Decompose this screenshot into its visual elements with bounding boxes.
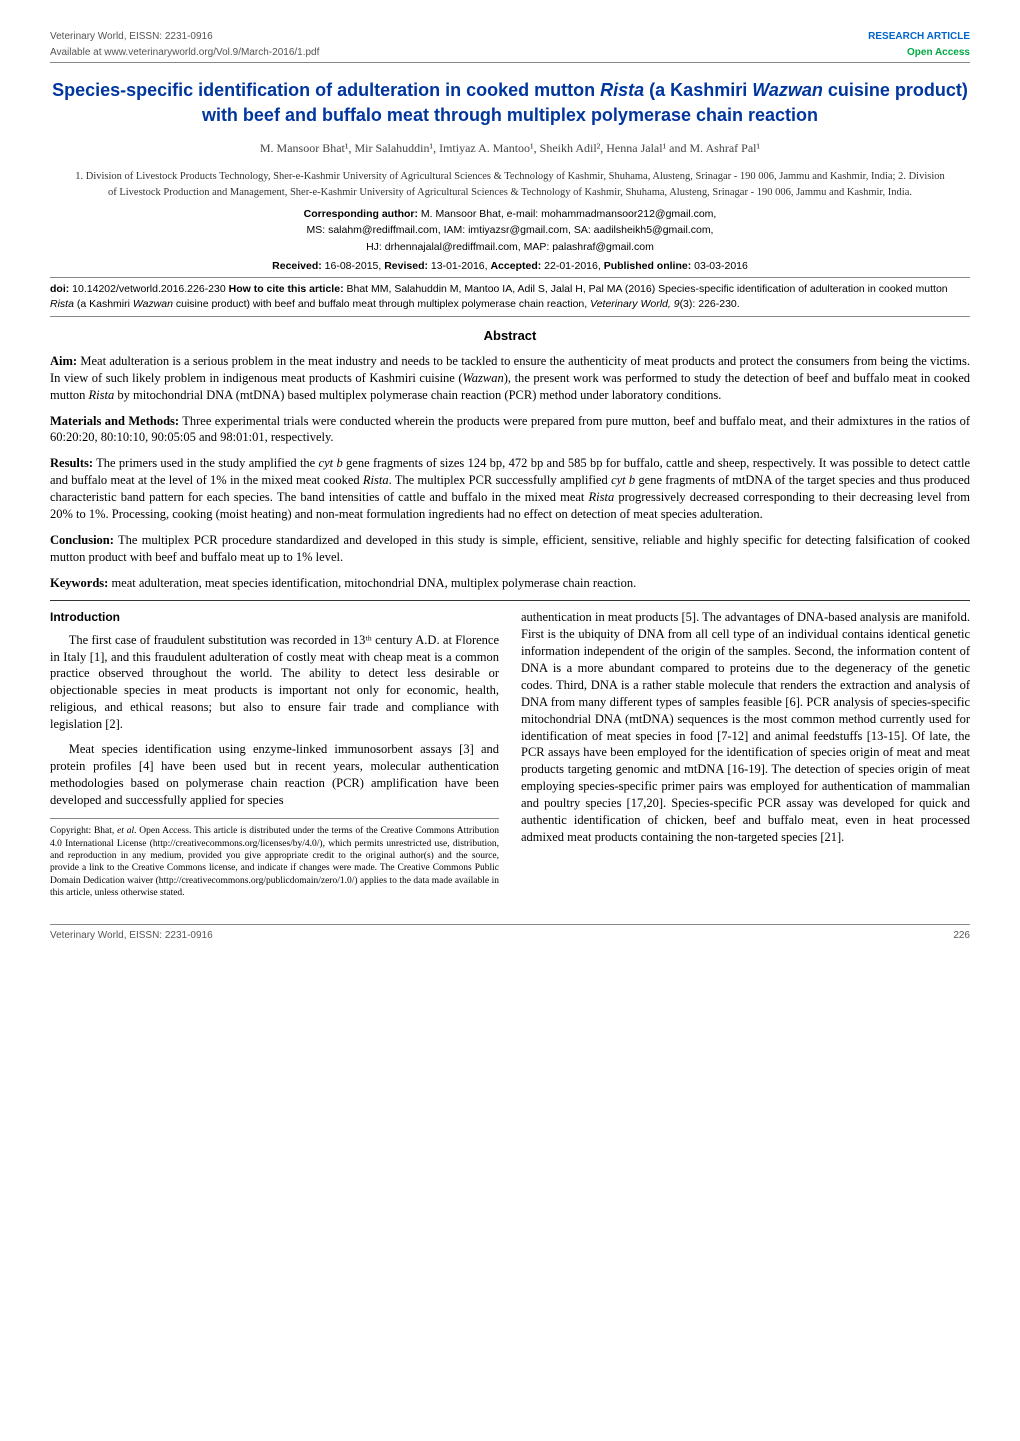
footer-journal: Veterinary World, EISSN: 2231-0916 <box>50 929 213 943</box>
corresponding-emails-2: MS: salahm@rediffmail.com, IAM: imtiyazs… <box>50 223 970 238</box>
keywords-text: meat adulteration, meat species identifi… <box>108 576 636 590</box>
abstract-aim: Aim: Meat adulteration is a serious prob… <box>50 353 970 404</box>
right-column: authentication in meat products [5]. The… <box>521 609 970 899</box>
header-rule <box>50 62 970 63</box>
conclusion-text: The multiplex PCR procedure standardized… <box>50 533 970 564</box>
revised-date: 13-01-2016, <box>428 260 490 272</box>
running-header-2: Available at www.veterinaryworld.org/Vol… <box>50 46 970 60</box>
keywords-label: Keywords: <box>50 576 108 590</box>
cite-label: How to cite this article: <box>229 283 344 295</box>
running-header: Veterinary World, EISSN: 2231-0916 RESEA… <box>50 30 970 44</box>
doi-citation-block: doi: 10.14202/vetworld.2016.226-230 How … <box>50 282 970 311</box>
author-list: M. Mansoor Bhat¹, Mir Salahuddin¹, Imtiy… <box>50 140 970 157</box>
received-label: Received: <box>272 260 322 272</box>
abstract-results: Results: The primers used in the study a… <box>50 455 970 523</box>
abstract-keywords: Keywords: meat adulteration, meat specie… <box>50 575 970 592</box>
doi-label: doi: <box>50 283 69 295</box>
copyright-notice: Copyright: Bhat, et al. Open Access. Thi… <box>50 818 499 899</box>
open-access-label: Open Access <box>907 46 970 60</box>
page-footer: Veterinary World, EISSN: 2231-0916 226 <box>50 924 970 943</box>
abstract-conclusion: Conclusion: The multiplex PCR procedure … <box>50 532 970 566</box>
affiliations: 1. Division of Livestock Products Techno… <box>70 169 950 201</box>
body-columns: Introduction The first case of fraudulen… <box>50 609 970 899</box>
revised-label: Revised: <box>384 260 428 272</box>
abstract-methods: Materials and Methods: Three experimenta… <box>50 413 970 447</box>
methods-label: Materials and Methods: <box>50 414 179 428</box>
doi-value: 10.14202/vetworld.2016.226-230 <box>69 283 228 295</box>
intro-heading: Introduction <box>50 609 499 625</box>
received-date: 16-08-2015, <box>322 260 384 272</box>
published-date: 03-03-2016 <box>691 260 748 272</box>
left-column: Introduction The first case of fraudulen… <box>50 609 499 899</box>
corresponding-label: Corresponding author: <box>304 208 418 220</box>
journal-name: Veterinary World, EISSN: 2231-0916 <box>50 30 213 44</box>
corresponding-text: M. Mansoor Bhat, e-mail: mohammadmansoor… <box>418 208 716 220</box>
abstract-body: Aim: Meat adulteration is a serious prob… <box>50 353 970 592</box>
results-label: Results: <box>50 456 93 470</box>
intro-p3: authentication in meat products [5]. The… <box>521 609 970 845</box>
abstract-heading: Abstract <box>50 327 970 345</box>
accepted-date: 22-01-2016, <box>541 260 603 272</box>
published-label: Published online: <box>604 260 692 272</box>
rule-above-doi <box>50 277 970 278</box>
corresponding-author: Corresponding author: M. Mansoor Bhat, e… <box>50 207 970 222</box>
article-title: Species-specific identification of adult… <box>50 78 970 128</box>
article-type: RESEARCH ARTICLE <box>868 30 970 44</box>
journal-url: Available at www.veterinaryworld.org/Vol… <box>50 46 319 60</box>
conclusion-label: Conclusion: <box>50 533 114 547</box>
corresponding-emails-3: HJ: drhennajalal@rediffmail.com, MAP: pa… <box>50 240 970 255</box>
methods-text: Three experimental trials were conducted… <box>50 414 970 445</box>
intro-p2: Meat species identification using enzyme… <box>50 741 499 809</box>
article-dates: Received: 16-08-2015, Revised: 13-01-201… <box>50 259 970 274</box>
intro-p1: The first case of fraudulent substitutio… <box>50 632 499 733</box>
accepted-label: Accepted: <box>490 260 541 272</box>
footer-page-number: 226 <box>953 929 970 943</box>
rule-below-doi <box>50 316 970 317</box>
aim-label: Aim: <box>50 354 77 368</box>
rule-above-intro <box>50 600 970 601</box>
